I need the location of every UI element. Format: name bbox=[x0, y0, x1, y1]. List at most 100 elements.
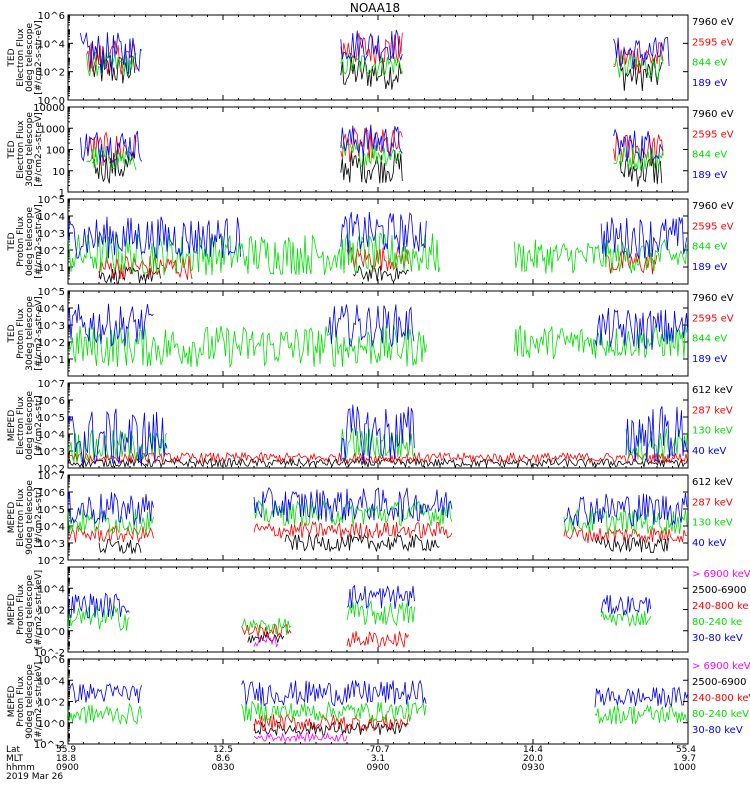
y-axis-label: MEPED Electron Flux 0deg telescope [#/cm2-s… bbox=[7, 391, 44, 461]
trace-blue bbox=[613, 37, 670, 70]
trace-black bbox=[340, 56, 403, 90]
y-tick-label: 10^5 bbox=[38, 287, 65, 298]
y-axis-label-line: 0deg telescope bbox=[25, 391, 35, 461]
y-axis-label: MEPED Proton Flux 0deg telescope [#/cm2-s-s… bbox=[7, 570, 44, 649]
y-axis-label-line: Proton Flux bbox=[16, 216, 26, 267]
y-axis-label-line: Electron Flux bbox=[16, 120, 26, 179]
legend-entry: 287 keV bbox=[692, 497, 733, 508]
y-tick-label: 10^4 bbox=[38, 39, 65, 50]
y-axis-label-line: MEPED bbox=[7, 594, 17, 626]
y-tick-label: 10^4 bbox=[38, 584, 65, 595]
legend-entry: 7960 eV bbox=[692, 109, 734, 120]
y-tick-label: 100 bbox=[46, 146, 65, 157]
y-tick-label: 10^1 bbox=[38, 263, 65, 274]
legend-entry: 7960 eV bbox=[692, 293, 734, 304]
legend-entry: 7960 eV bbox=[692, 201, 734, 212]
trace-green bbox=[594, 704, 689, 725]
y-axis-label: TED Proton Flux 0deg telescope [#/cm2-s-str… bbox=[7, 204, 44, 279]
y-tick-label: 10^7 bbox=[38, 379, 65, 390]
y-tick-label: 10^6 bbox=[38, 11, 65, 22]
panel-frame bbox=[67, 658, 689, 745]
trace-green bbox=[600, 610, 652, 628]
trace-blue bbox=[241, 679, 427, 707]
y-axis-label: MEPED Proton Flux 90deg telescope [#/cm2-s-… bbox=[7, 662, 44, 741]
y-tick-label: 10^1 bbox=[38, 355, 65, 366]
trace-green bbox=[346, 599, 415, 627]
footer-tick-value: 8.6 bbox=[216, 754, 231, 764]
y-tick-label: 10^0 bbox=[38, 96, 65, 107]
y-axis-label-line: 90deg telescope bbox=[25, 480, 35, 555]
footer-tick-value: 0830 bbox=[212, 763, 235, 773]
y-tick-label: 10^-2 bbox=[34, 648, 65, 659]
trace-blue bbox=[600, 217, 688, 259]
trace-blue bbox=[346, 584, 415, 610]
footer-row-label: Lat bbox=[6, 745, 21, 755]
trace-green bbox=[613, 146, 664, 171]
legend-entry: 612 keV bbox=[692, 477, 733, 488]
y-tick-label: 10^2 bbox=[38, 464, 65, 475]
y-axis-label-line: [#/cm2-s-str-eV] bbox=[34, 204, 44, 279]
y-axis-label-line: MEPED bbox=[7, 502, 17, 534]
footer-tick-value: 3.1 bbox=[371, 754, 385, 764]
trace-red bbox=[241, 623, 292, 639]
trace-blue bbox=[340, 211, 427, 254]
legend-entry: 189 eV bbox=[692, 262, 727, 273]
legend-entry: 2595 eV bbox=[692, 313, 734, 324]
y-tick-label: 10 bbox=[52, 167, 65, 178]
y-tick-label: 10^4 bbox=[38, 212, 65, 223]
y-tick-label: 10^2 bbox=[38, 606, 65, 617]
trace-magenta bbox=[253, 636, 279, 648]
legend-entry: 80-240 ke bbox=[692, 617, 742, 628]
y-axis-label-line: 0deg telescope bbox=[25, 575, 35, 645]
y-axis-label-line: Proton Flux bbox=[16, 676, 26, 727]
trace-red bbox=[607, 250, 658, 275]
y-axis-label-line: 0deg telescope bbox=[25, 23, 35, 93]
trace-blue bbox=[328, 304, 415, 348]
legend-entry: 844 eV bbox=[692, 150, 727, 161]
legend-entry: 612 keV bbox=[692, 385, 733, 396]
trace-blue bbox=[80, 32, 143, 75]
y-tick-label: 10^0 bbox=[38, 719, 65, 730]
legend-entry: 189 eV bbox=[692, 78, 727, 89]
legend-entry: 130 keV bbox=[692, 518, 733, 529]
trace-red bbox=[613, 133, 664, 165]
chart-title: NOAA18 bbox=[350, 1, 400, 15]
y-tick-label: 1000 bbox=[40, 124, 65, 135]
trace-blue bbox=[253, 486, 453, 522]
y-tick-label: 10^6 bbox=[38, 655, 65, 666]
y-tick-label: 10^3 bbox=[38, 229, 65, 240]
trace-blue bbox=[67, 216, 241, 259]
footer-tick-value: 55.9 bbox=[56, 745, 76, 755]
y-axis-label-line: [#/cm2-s-str-eV] bbox=[34, 112, 44, 187]
panel-frame bbox=[67, 106, 689, 193]
y-axis-label-line: TED bbox=[7, 140, 17, 159]
y-axis-label-line: [#/cm2-s-str] bbox=[34, 395, 44, 455]
trace-green bbox=[67, 702, 142, 725]
y-axis-label: TED Electron Flux 0deg telescope [#/cm2-s-s… bbox=[7, 20, 44, 95]
y-axis-label-line: [#/cm2-s-str] bbox=[34, 487, 44, 547]
y-axis-label: TED Proton Flux 30deg telescope [#/cm2-s-st… bbox=[7, 296, 44, 371]
legend-entry: 844 eV bbox=[692, 242, 727, 253]
trace-blue bbox=[340, 29, 403, 62]
trace-blue bbox=[340, 124, 403, 157]
y-axis-label-line: Proton Flux bbox=[16, 584, 26, 635]
trace-green bbox=[514, 238, 688, 274]
footer-tick-value: 1000 bbox=[673, 763, 696, 773]
trace-black bbox=[619, 57, 663, 92]
y-tick-label: 10^2 bbox=[38, 698, 65, 709]
trace-red bbox=[340, 127, 403, 162]
footer-tick-value: 0900 bbox=[367, 763, 390, 773]
y-axis-label-line: [#/cm2-s-str-keV] bbox=[34, 570, 44, 649]
y-axis-label-line: MEPED bbox=[7, 686, 17, 718]
legend-entry: 240-800 ke bbox=[692, 601, 749, 612]
legend-entry: 844 eV bbox=[692, 58, 727, 69]
trace-blue bbox=[80, 131, 143, 163]
y-tick-label: 10^0 bbox=[38, 627, 65, 638]
trace-red bbox=[67, 451, 688, 465]
trace-blue bbox=[594, 307, 689, 350]
y-axis-label-line: TED bbox=[7, 324, 17, 343]
y-tick-label: 10^6 bbox=[38, 396, 65, 407]
trace-blue bbox=[67, 491, 154, 526]
footer-row-label: hhmm bbox=[6, 763, 35, 773]
